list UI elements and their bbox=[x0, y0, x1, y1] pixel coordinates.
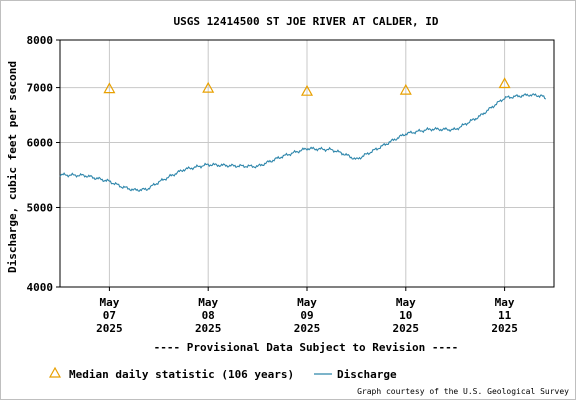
y-tick-label: 6000 bbox=[27, 137, 54, 150]
credit-text: Graph courtesy of the U.S. Geological Su… bbox=[357, 387, 569, 396]
x-tick-label: May bbox=[198, 296, 218, 309]
x-tick-label: 07 bbox=[103, 309, 116, 322]
x-tick-label: May bbox=[297, 296, 317, 309]
y-axis-label: Discharge, cubic feet per second bbox=[6, 61, 19, 273]
y-tick-label: 7000 bbox=[27, 82, 54, 95]
y-tick-label: 5000 bbox=[27, 201, 54, 214]
x-tick-label: 11 bbox=[498, 309, 512, 322]
chart-title: USGS 12414500 ST JOE RIVER AT CALDER, ID bbox=[174, 15, 439, 28]
legend-median-marker bbox=[48, 366, 62, 378]
legend-discharge-label: Discharge bbox=[337, 368, 397, 381]
x-tick-label: 2025 bbox=[393, 322, 420, 335]
x-tick-label: May bbox=[495, 296, 515, 309]
median-marker bbox=[498, 77, 511, 89]
series-layer bbox=[59, 77, 547, 192]
y-tick-label: 8000 bbox=[27, 34, 54, 47]
median-marker bbox=[399, 83, 412, 95]
x-tick-label: 2025 bbox=[491, 322, 518, 335]
x-tick-label: 2025 bbox=[96, 322, 123, 335]
legend-median-label: Median daily statistic (106 years) bbox=[69, 368, 294, 381]
discharge-line bbox=[59, 93, 547, 192]
x-tick-label: 09 bbox=[300, 309, 313, 322]
y-axis: 4000 5000 6000 7000 8000 bbox=[27, 34, 60, 294]
legend: Median daily statistic (106 years) Disch… bbox=[48, 366, 397, 381]
x-tick-label: May bbox=[396, 296, 416, 309]
x-tick-label: 2025 bbox=[195, 322, 222, 335]
median-marker bbox=[103, 82, 116, 94]
median-marker bbox=[202, 81, 215, 93]
grid-lines bbox=[60, 40, 554, 287]
y-tick-label: 4000 bbox=[27, 281, 54, 294]
x-tick-label: 2025 bbox=[294, 322, 321, 335]
provisional-notice: ---- Provisional Data Subject to Revisio… bbox=[154, 341, 459, 354]
x-tick-label: May bbox=[99, 296, 119, 309]
median-marker bbox=[300, 84, 314, 96]
x-tick-label: 08 bbox=[202, 309, 215, 322]
x-axis: May072025May082025May092025May102025May1… bbox=[96, 287, 518, 335]
x-tick-label: 10 bbox=[399, 309, 412, 322]
